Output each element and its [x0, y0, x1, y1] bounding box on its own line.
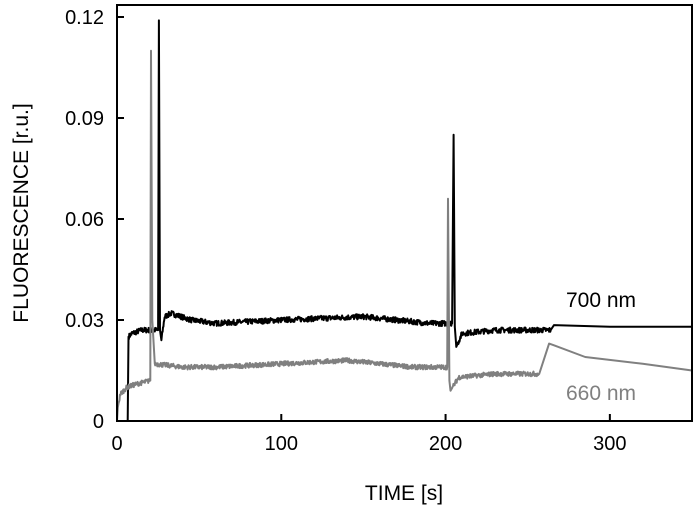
y-tick-label: 0.06 [65, 209, 104, 231]
y-tick-label: 0.03 [65, 310, 104, 332]
y-tick-label: 0 [93, 411, 104, 433]
series-line-700nm [117, 19, 692, 422]
y-axis-title: FLUORESCENCE [r.u.] [10, 103, 33, 322]
series-lines [116, 19, 693, 422]
y-axis-ticks: 0 0.03 0.06 0.09 0.12 [65, 7, 124, 433]
plot-frame [116, 4, 693, 422]
y-tick-label: 0.12 [65, 7, 104, 29]
annotation-660nm: 660 nm [566, 382, 636, 405]
x-axis-title: TIME [s] [365, 482, 443, 505]
x-tick-label: 300 [593, 433, 626, 455]
series-line-660nm [116, 49, 693, 422]
y-tick-label: 0.09 [65, 108, 104, 130]
x-tick-label: 100 [265, 433, 298, 455]
x-axis-ticks: 0 100 200 300 [111, 414, 627, 455]
annotation-700nm: 700 nm [566, 289, 636, 312]
x-tick-label: 0 [111, 433, 122, 455]
x-tick-label: 200 [429, 433, 462, 455]
